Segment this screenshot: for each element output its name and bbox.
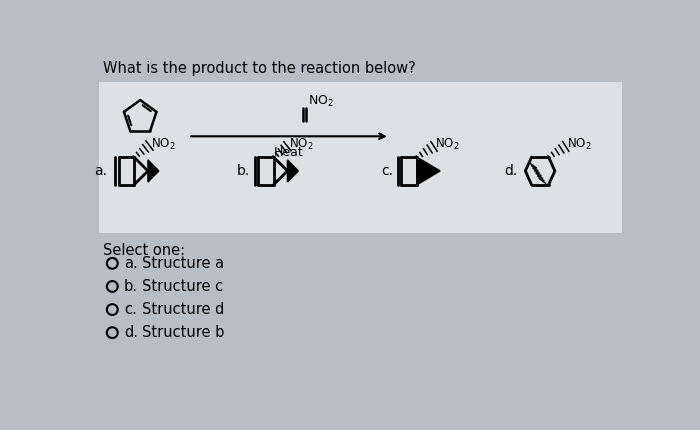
Text: What is the product to the reaction below?: What is the product to the reaction belo… — [103, 61, 416, 76]
Text: Structure c: Structure c — [141, 279, 223, 294]
Text: Select one:: Select one: — [103, 243, 185, 258]
Text: c.: c. — [382, 164, 393, 178]
Text: b.: b. — [124, 279, 138, 294]
Text: NO$_2$: NO$_2$ — [289, 137, 314, 152]
Polygon shape — [417, 157, 440, 185]
Text: d.: d. — [124, 325, 138, 340]
Text: NO$_2$: NO$_2$ — [151, 136, 176, 151]
Text: Structure a: Structure a — [141, 256, 224, 271]
Text: NO$_2$: NO$_2$ — [567, 137, 592, 152]
FancyBboxPatch shape — [99, 83, 622, 233]
Text: a.: a. — [124, 256, 138, 271]
Text: NO$_2$: NO$_2$ — [435, 137, 460, 152]
Text: Structure b: Structure b — [141, 325, 224, 340]
Text: c.: c. — [124, 302, 136, 317]
Text: Structure d: Structure d — [141, 302, 224, 317]
Text: b.: b. — [237, 164, 251, 178]
Text: d.: d. — [505, 164, 517, 178]
Text: Heat: Heat — [274, 145, 304, 159]
Polygon shape — [148, 160, 159, 182]
Polygon shape — [288, 160, 298, 182]
Text: a.: a. — [94, 164, 107, 178]
Text: NO$_2$: NO$_2$ — [307, 94, 333, 109]
